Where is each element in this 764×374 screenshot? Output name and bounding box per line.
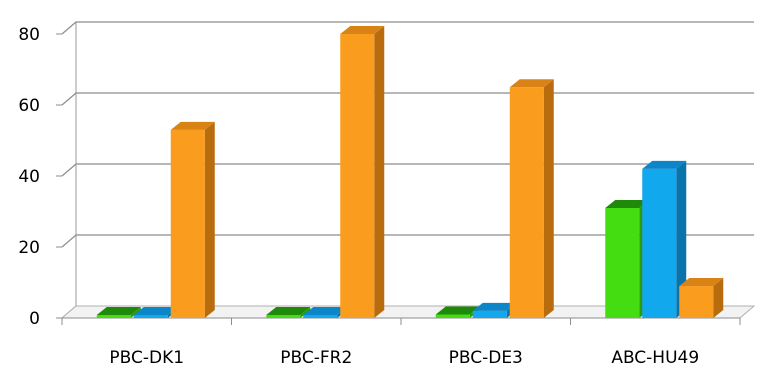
bar-front [303,315,338,318]
bar [170,121,215,318]
bar [679,278,724,318]
x-axis-labels: PBC-DK1 PBC-FR2 PBC-DE3 ABC-HU49 [61,318,741,368]
bar [509,79,554,318]
bar-top [509,79,554,88]
bar-front [509,87,544,318]
bar-top [605,199,650,208]
bar-top [472,302,517,311]
bar [266,307,311,318]
x-tick-label: ABC-HU49 [611,348,699,368]
bar-top [679,278,724,287]
bar-top [435,306,480,315]
bar-side [543,79,554,318]
bar-front [133,315,168,318]
bar [340,26,385,318]
bar-top [303,307,348,315]
bar-front [170,129,205,318]
bar-front [340,34,375,318]
y-tick-label: 0 [29,309,40,329]
bar-top [340,26,385,34]
gridline [61,92,754,106]
bar-front [266,315,301,318]
bar-side [130,307,141,318]
bar-top [266,307,311,315]
bar-top [642,160,687,169]
x-tick-label: PBC-FR2 [280,348,352,368]
bar-front [435,314,470,318]
gridline [61,21,754,35]
bar-side [374,26,385,318]
y-tick-label: 20 [18,238,40,258]
y-tick-label: 80 [18,25,40,45]
bar-front [605,207,640,318]
bar [642,160,687,318]
bars [96,26,724,318]
bar-top [170,121,215,130]
bar-side [204,121,215,318]
bar-front [679,286,714,318]
bar-front [472,310,507,318]
bar-front [96,315,131,318]
x-tick-label: PBC-DK1 [109,348,184,368]
y-tick-label: 60 [18,96,40,116]
bar-side [300,307,311,318]
x-tick-label: PBC-DE3 [449,348,523,368]
y-axis-ticks: 0 20 40 60 80 [18,25,62,329]
bar-side [676,160,687,318]
bar [96,307,141,318]
bar-top [96,307,141,315]
bar-side [713,278,724,318]
y-tick-label: 40 [18,167,40,187]
bar-top [133,307,178,315]
bar-front [642,168,677,318]
